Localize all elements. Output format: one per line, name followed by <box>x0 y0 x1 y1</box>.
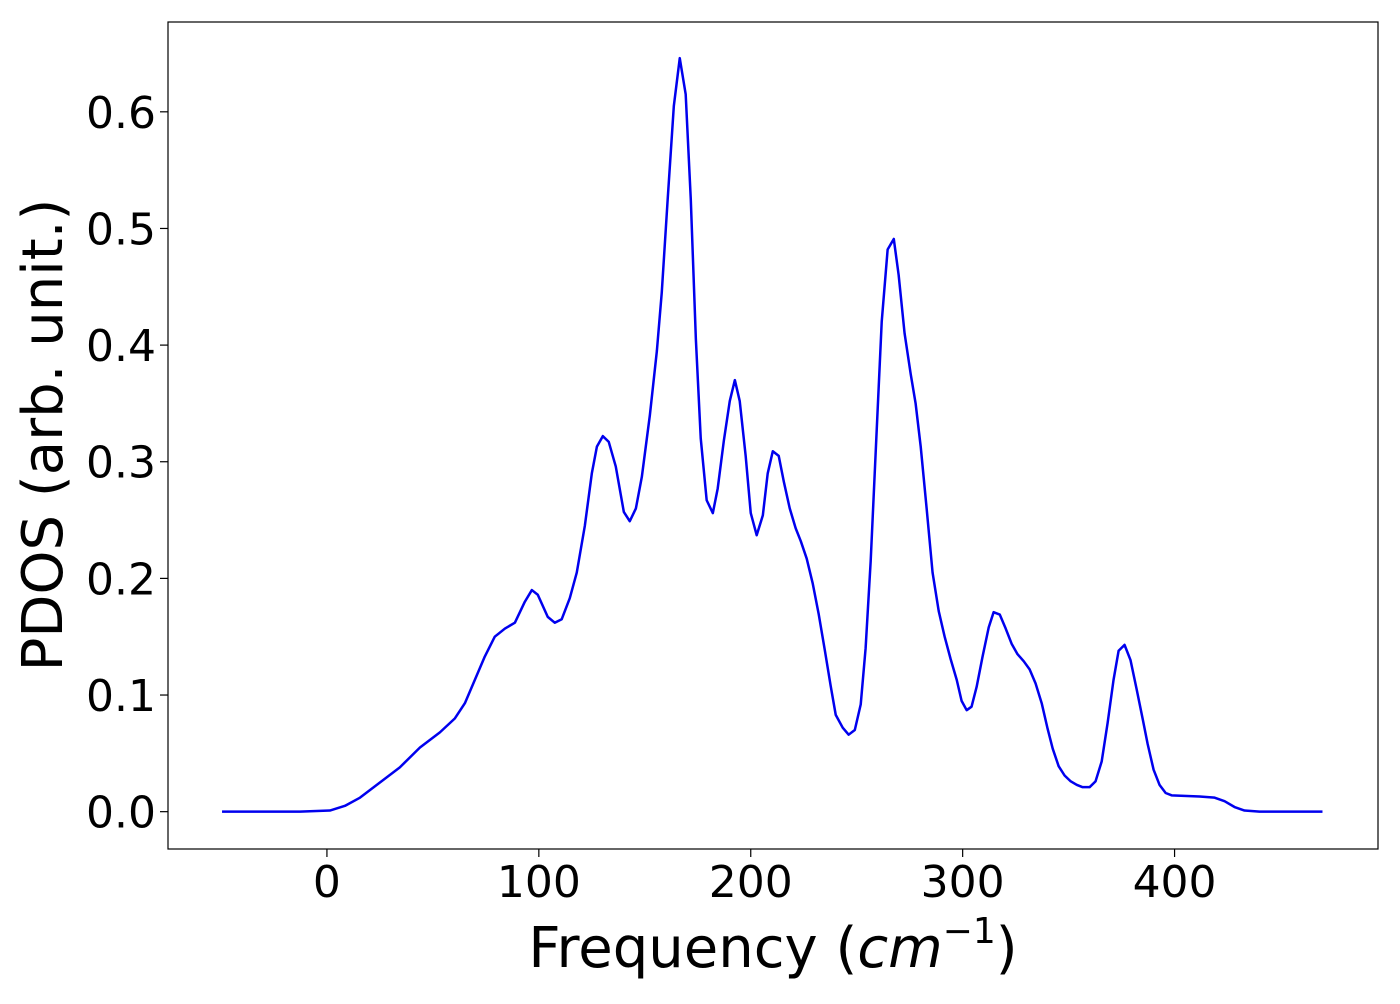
x-label-unit: cm <box>857 916 942 981</box>
x-tick-label: 400 <box>1133 857 1217 908</box>
y-tick-label: 0.4 <box>86 321 156 372</box>
x-label-close: ) <box>996 916 1018 981</box>
y-tick-label: 0.1 <box>86 671 156 722</box>
x-axis-label: Frequency (cm−1) <box>528 911 1017 981</box>
y-tick-label: 0.2 <box>86 554 156 605</box>
x-tick-label: 200 <box>709 857 793 908</box>
x-tick-label: 300 <box>921 857 1005 908</box>
y-tick-label: 0.3 <box>86 438 156 489</box>
x-tick-label: 100 <box>497 857 581 908</box>
y-tick-label: 0.5 <box>86 204 156 255</box>
x-tick-label: 0 <box>313 857 341 908</box>
data-line <box>222 56 1323 813</box>
x-label-exponent: −1 <box>943 911 996 952</box>
y-tick-label: 0.6 <box>86 88 156 139</box>
plot-frame <box>167 21 1379 850</box>
y-tick-label: 0.0 <box>86 788 156 839</box>
y-axis-label: PDOS (arb. unit.) <box>11 199 76 672</box>
x-label-text: Frequency ( <box>528 916 857 981</box>
